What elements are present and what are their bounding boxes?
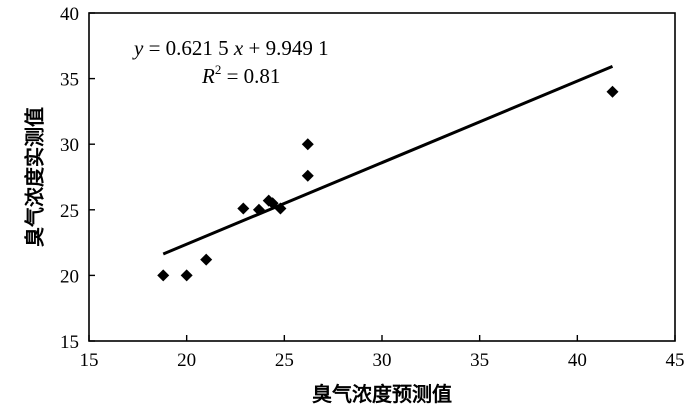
data-point — [606, 85, 619, 98]
x-axis-title: 臭气浓度预测值 — [312, 382, 452, 406]
data-point — [252, 203, 265, 216]
regression-line — [162, 65, 614, 256]
plot-frame — [88, 12, 676, 342]
equation-y-var: y — [132, 36, 144, 60]
r2-base: R — [201, 64, 215, 88]
data-point — [301, 169, 314, 182]
y-tick-label: 35 — [60, 70, 79, 91]
y-tick-label: 40 — [60, 4, 79, 25]
data-point — [266, 197, 279, 210]
x-tick-label: 20 — [177, 350, 196, 371]
x-tick-label: 15 — [80, 350, 99, 371]
x-tick-label: 25 — [275, 350, 294, 371]
regression-equation: y = 0.621 5 x + 9.949 1 — [132, 36, 329, 60]
equation-intercept: + 9.949 1 — [243, 36, 328, 60]
data-point — [180, 269, 193, 282]
y-tick-label: 30 — [60, 135, 79, 156]
equation-x-var: x — [233, 36, 244, 60]
data-point — [157, 269, 170, 282]
data-point — [274, 202, 287, 215]
x-tick-label: 30 — [373, 350, 392, 371]
x-tick-label: 35 — [470, 350, 489, 371]
y-axis-title: 臭气浓度实测值 — [23, 107, 47, 247]
equation-slope: = 0.621 5 — [143, 36, 234, 60]
r-squared-label: R2 = 0.81 — [201, 62, 280, 88]
r2-exponent: 2 — [215, 62, 222, 77]
y-tick-label: 15 — [60, 332, 79, 353]
y-tick-label: 20 — [60, 266, 79, 287]
data-point — [301, 138, 314, 151]
data-point — [237, 202, 250, 215]
y-tick-label: 25 — [60, 201, 79, 222]
r2-value: = 0.81 — [221, 64, 280, 88]
data-point — [200, 253, 213, 266]
x-tick-label: 45 — [666, 350, 685, 371]
x-tick-label: 40 — [568, 350, 587, 371]
